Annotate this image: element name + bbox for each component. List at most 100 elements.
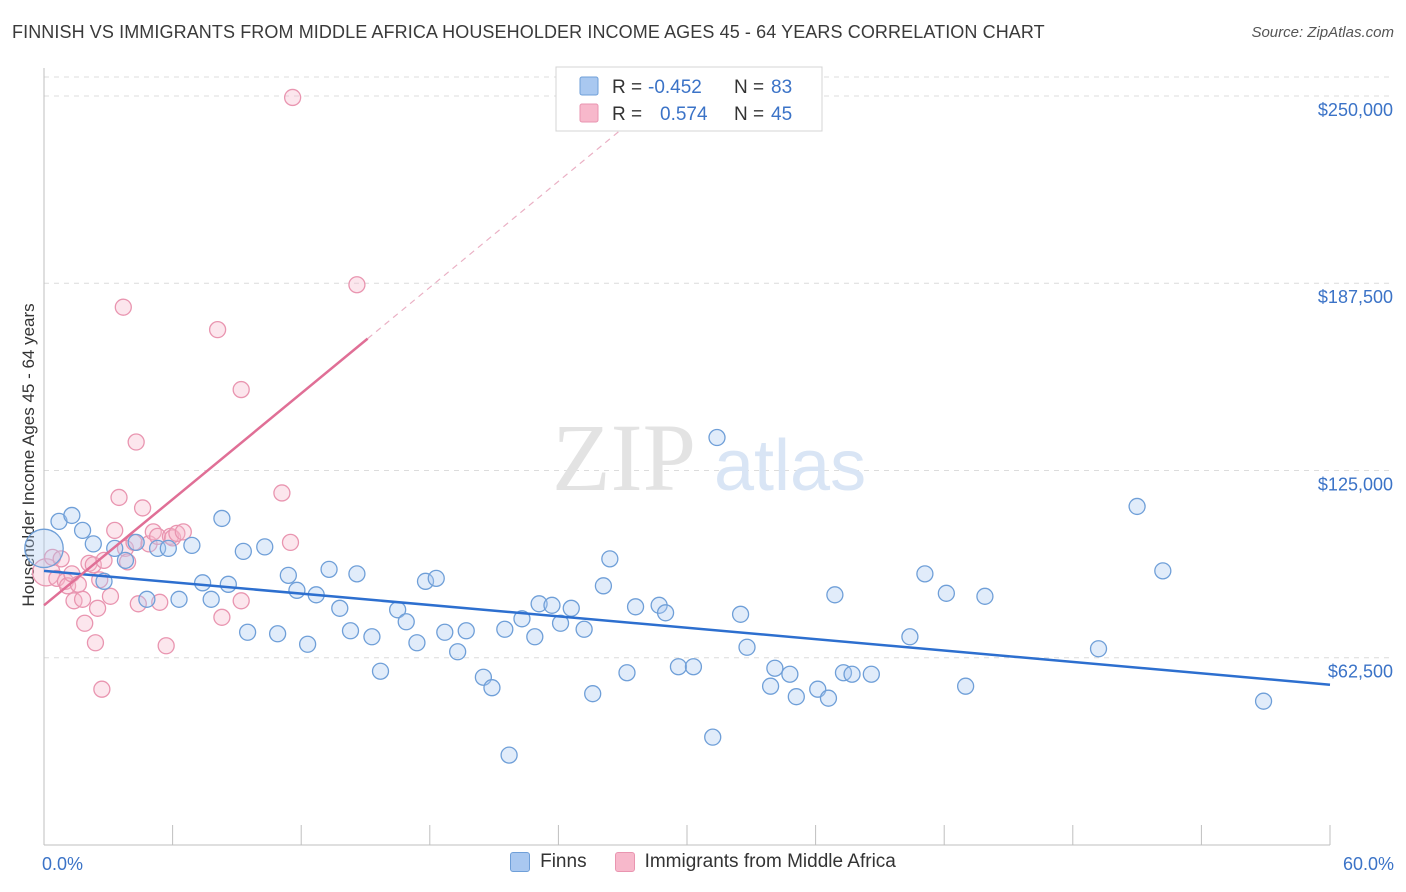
immigrants-point <box>208 321 227 339</box>
y-tick-label: $62,500 <box>1328 662 1393 682</box>
finns-point <box>183 536 201 555</box>
finns-point <box>594 577 613 595</box>
trend-lines <box>43 92 1331 686</box>
finns-point <box>601 550 619 568</box>
axes <box>43 68 1331 846</box>
immigrants-point <box>129 595 147 613</box>
finns-point <box>618 664 636 682</box>
immigrants-trend-extension <box>367 92 666 340</box>
finns-point <box>127 533 145 552</box>
finns-point <box>781 665 799 683</box>
x-tick-labels: 0.0% 60.0% <box>42 854 1394 874</box>
finns-point <box>901 628 919 646</box>
finns-point <box>976 587 994 605</box>
finns-point <box>331 599 349 617</box>
immigrants-point <box>148 527 167 546</box>
finns-trend-line <box>43 569 1331 686</box>
legend-swatch-immigrants <box>579 103 599 123</box>
immigrants-trend-line <box>43 337 369 607</box>
finns-point <box>341 622 360 640</box>
legend-swatch-finns <box>579 76 599 96</box>
finns-point <box>916 565 934 583</box>
legend-finns-n-value: 83 <box>771 77 792 98</box>
y-tick-labels: $62,500 $125,000 $187,500 $250,000 <box>1318 100 1393 682</box>
watermark-zip: ZIP <box>552 404 696 511</box>
finns-point <box>496 620 514 638</box>
bottom-legend-finns: Finns <box>510 851 587 873</box>
immigrants-point <box>157 637 175 655</box>
finns-point <box>73 521 92 540</box>
finns-point <box>268 625 287 643</box>
finns-points <box>24 428 1273 764</box>
finns-point <box>416 572 435 590</box>
finns-point <box>500 746 518 764</box>
finns-point <box>826 586 844 604</box>
immigrants-point <box>232 380 250 399</box>
immigrants-point <box>348 276 366 294</box>
finns-point <box>457 622 475 640</box>
finns-point <box>819 689 838 707</box>
finns-point <box>84 535 102 553</box>
chart-title: FINNISH VS IMMIGRANTS FROM MIDDLE AFRICA… <box>12 22 1045 42</box>
finns-point <box>937 584 955 602</box>
finns-point <box>483 679 501 697</box>
immigrants-point <box>174 523 192 541</box>
finns-point <box>731 605 750 623</box>
finns-point <box>543 596 561 614</box>
finns-point <box>708 428 726 447</box>
finns-point <box>551 614 570 632</box>
finns-point <box>626 598 645 616</box>
finns-point <box>436 623 454 641</box>
immigrants-point <box>69 575 87 593</box>
legend-box: R = -0.452 N = 83 R = 0.574 N = 45 <box>555 66 823 132</box>
y-axis-label: Householder Income Ages 45 - 64 years <box>19 303 38 606</box>
finns-point <box>684 658 703 676</box>
immigrants-point <box>93 680 111 698</box>
finns-point <box>862 665 880 683</box>
finns-point <box>656 604 675 622</box>
finns-point <box>669 658 688 676</box>
finns-point <box>761 677 780 695</box>
finns-point <box>170 590 188 608</box>
finns-point <box>202 590 220 608</box>
legend-finns-r-value: -0.452 <box>648 77 702 98</box>
legend-imm-n-label: N = <box>734 104 764 125</box>
x-tick-label-max: 60.0% <box>1343 854 1394 874</box>
finns-point <box>219 575 237 593</box>
finns-point <box>766 659 784 677</box>
finns-point <box>575 620 593 638</box>
finns-point <box>738 638 756 656</box>
immigrants-point <box>151 593 169 611</box>
finns-point <box>24 528 64 569</box>
immigrants-point <box>73 590 92 608</box>
finns-point <box>213 509 231 528</box>
finns-point <box>843 665 861 683</box>
watermark: ZIP atlas <box>552 404 866 511</box>
y-tick-label: $187,500 <box>1318 287 1393 307</box>
legend-imm-r-value: 0.574 <box>660 104 708 125</box>
finns-point <box>1089 640 1108 658</box>
bottom-legend: Finns Immigrants from Middle Africa <box>0 851 1406 873</box>
finns-point <box>427 569 445 587</box>
finns-point <box>787 688 805 706</box>
finns-point <box>1154 562 1172 580</box>
finns-point <box>371 662 390 680</box>
immigrants-point <box>213 608 231 626</box>
immigrants-point <box>110 488 128 507</box>
finns-point <box>397 613 415 631</box>
immigrants-points <box>31 88 366 698</box>
immigrants-point <box>65 592 83 610</box>
finns-point <box>704 728 722 746</box>
immigrants-point <box>232 592 250 610</box>
legend-finns-n-label: N = <box>734 77 764 98</box>
immigrants-point <box>168 524 186 543</box>
finns-point <box>298 635 317 653</box>
legend-finns-r-label: R = <box>612 77 642 98</box>
finns-point <box>138 590 156 608</box>
legend-imm-r-label: R = <box>612 104 642 125</box>
immigrants-point <box>101 587 120 605</box>
finns-point <box>363 628 381 646</box>
immigrants-point <box>114 298 132 316</box>
finns-point <box>584 685 602 703</box>
